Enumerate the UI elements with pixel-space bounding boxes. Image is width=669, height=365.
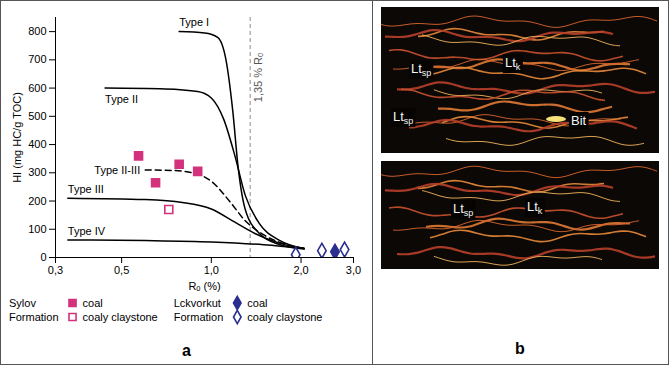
svg-text:800: 800 (28, 25, 46, 37)
svg-text:0,3: 0,3 (48, 264, 63, 276)
svg-text:Ltsp: Ltsp (453, 201, 473, 218)
svg-text:Rₒ (%): Rₒ (%) (188, 280, 220, 292)
svg-text:2,0: 2,0 (293, 264, 308, 276)
svg-text:HI (mg HC/g TOC): HI (mg HC/g TOC) (11, 92, 23, 183)
svg-text:200: 200 (28, 195, 46, 207)
svg-text:1,35 % Rₒ: 1,35 % Rₒ (252, 53, 264, 102)
svg-text:Type II: Type II (105, 93, 138, 105)
svg-text:Bit: Bit (571, 113, 587, 128)
svg-text:Type III: Type III (68, 183, 104, 195)
svg-text:700: 700 (28, 53, 46, 65)
html-text:a: a (182, 342, 191, 359)
svg-text:Ltsp: Ltsp (411, 61, 431, 78)
svg-text:3,0: 3,0 (346, 264, 361, 276)
svg-text:coaly claystone: coaly claystone (83, 311, 158, 323)
svg-text:coal: coal (83, 297, 103, 309)
svg-text:600: 600 (28, 82, 46, 94)
svg-text:LckvorkutFormation: LckvorkutFormation (174, 297, 224, 323)
svg-text:0: 0 (40, 251, 46, 263)
svg-text:500: 500 (28, 110, 46, 122)
svg-text:Ltk: Ltk (505, 55, 521, 72)
svg-text:Type IV: Type IV (68, 225, 106, 237)
svg-text:1,0: 1,0 (204, 264, 219, 276)
svg-text:100: 100 (28, 223, 46, 235)
svg-text:Ltk: Ltk (527, 199, 543, 216)
svg-text:coaly claystone: coaly claystone (247, 311, 322, 323)
svg-text:400: 400 (28, 138, 46, 150)
svg-text:Type I: Type I (179, 16, 209, 28)
svg-text:Type II-III: Type II-III (94, 163, 140, 175)
svg-text:coal: coal (247, 297, 267, 309)
svg-text:0,5: 0,5 (114, 264, 129, 276)
svg-text:SylovFormation: SylovFormation (9, 297, 59, 323)
svg-text:b: b (515, 340, 525, 357)
svg-text:Ltsp: Ltsp (393, 109, 413, 126)
svg-text:300: 300 (28, 166, 46, 178)
